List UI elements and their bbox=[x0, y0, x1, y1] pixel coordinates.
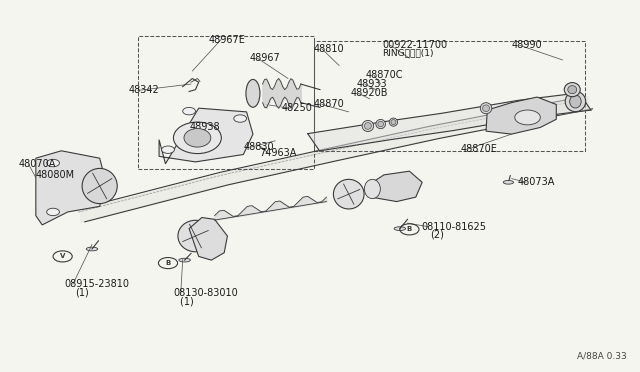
Ellipse shape bbox=[362, 121, 374, 132]
Text: 08110-81625: 08110-81625 bbox=[421, 222, 486, 232]
Text: 48080M: 48080M bbox=[36, 170, 75, 180]
Text: RINGリング(1): RINGリング(1) bbox=[383, 49, 434, 58]
Ellipse shape bbox=[376, 119, 385, 129]
Text: 00922-11700: 00922-11700 bbox=[383, 40, 448, 50]
Circle shape bbox=[234, 115, 246, 122]
Text: 48342: 48342 bbox=[129, 85, 159, 94]
Circle shape bbox=[83, 185, 95, 192]
Text: 48967: 48967 bbox=[250, 53, 280, 63]
Text: 08130-83010: 08130-83010 bbox=[173, 288, 238, 298]
Text: 74963A: 74963A bbox=[259, 148, 297, 158]
Text: 48250: 48250 bbox=[282, 103, 312, 113]
Ellipse shape bbox=[333, 179, 364, 209]
Ellipse shape bbox=[178, 220, 213, 252]
Ellipse shape bbox=[394, 227, 406, 231]
Ellipse shape bbox=[391, 120, 396, 125]
Circle shape bbox=[47, 159, 60, 167]
Ellipse shape bbox=[503, 180, 513, 184]
Text: 48967E: 48967E bbox=[208, 35, 245, 45]
Text: 48870C: 48870C bbox=[366, 70, 403, 80]
Ellipse shape bbox=[389, 118, 397, 126]
Text: 48073A: 48073A bbox=[518, 177, 556, 187]
Text: 48990: 48990 bbox=[511, 40, 542, 50]
Circle shape bbox=[162, 146, 174, 153]
Text: 48920B: 48920B bbox=[351, 88, 388, 98]
Ellipse shape bbox=[483, 105, 490, 112]
Ellipse shape bbox=[565, 91, 586, 112]
Text: (2): (2) bbox=[430, 230, 444, 240]
Text: B: B bbox=[407, 226, 412, 232]
Text: 48938: 48938 bbox=[189, 122, 220, 132]
Text: 08915-23810: 08915-23810 bbox=[65, 279, 129, 289]
Text: B: B bbox=[165, 260, 171, 266]
Text: 48810: 48810 bbox=[314, 44, 344, 54]
Bar bbox=[314, 41, 585, 151]
Polygon shape bbox=[189, 218, 227, 260]
Circle shape bbox=[182, 108, 195, 115]
Polygon shape bbox=[36, 151, 106, 225]
Text: V: V bbox=[60, 253, 65, 259]
Circle shape bbox=[47, 208, 60, 216]
Text: 48830: 48830 bbox=[243, 142, 274, 152]
Circle shape bbox=[515, 110, 540, 125]
Text: 48870: 48870 bbox=[314, 99, 344, 109]
Ellipse shape bbox=[364, 123, 371, 129]
Polygon shape bbox=[368, 171, 422, 202]
Ellipse shape bbox=[570, 95, 581, 108]
Text: 48070A: 48070A bbox=[19, 159, 56, 169]
Ellipse shape bbox=[568, 86, 577, 94]
Ellipse shape bbox=[179, 258, 190, 262]
Text: 48933: 48933 bbox=[357, 79, 388, 89]
Ellipse shape bbox=[184, 129, 211, 147]
Ellipse shape bbox=[378, 121, 383, 127]
Ellipse shape bbox=[86, 247, 98, 251]
Ellipse shape bbox=[173, 122, 221, 154]
Bar bbox=[138, 36, 314, 169]
Text: (1): (1) bbox=[179, 296, 196, 307]
Polygon shape bbox=[159, 108, 253, 164]
Text: 48870E: 48870E bbox=[461, 144, 497, 154]
Ellipse shape bbox=[246, 80, 260, 107]
Ellipse shape bbox=[82, 169, 117, 203]
Text: A/88A 0.33: A/88A 0.33 bbox=[577, 352, 627, 361]
Polygon shape bbox=[486, 97, 556, 134]
Ellipse shape bbox=[564, 83, 580, 97]
Text: (1): (1) bbox=[76, 287, 89, 297]
Ellipse shape bbox=[364, 179, 380, 199]
Polygon shape bbox=[308, 93, 591, 151]
Ellipse shape bbox=[480, 103, 492, 114]
